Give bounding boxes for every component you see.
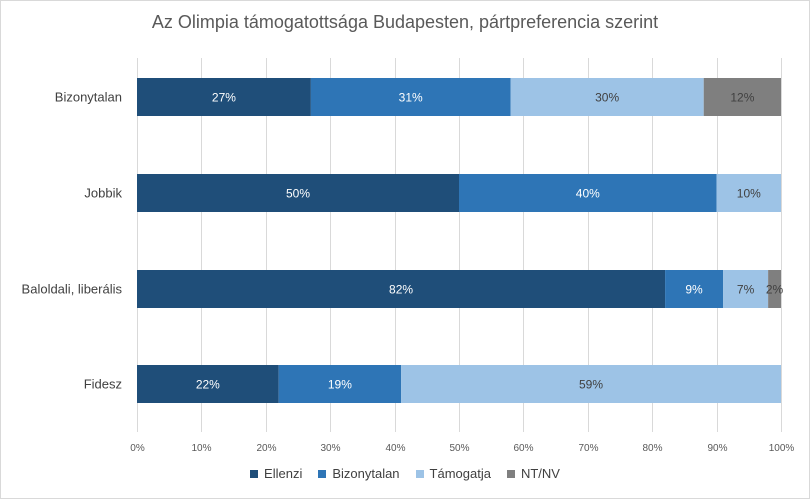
data-label: 10% — [737, 187, 761, 201]
legend-item: NT/NV — [506, 466, 560, 481]
category-label: Fidesz — [84, 377, 122, 392]
bar-segment — [459, 174, 717, 212]
bar-segment — [723, 270, 769, 308]
x-tick-label: 90% — [707, 443, 727, 454]
x-tick-label: 60% — [513, 443, 533, 454]
data-label: 19% — [328, 378, 352, 392]
category-label: Baloldali, liberális — [22, 282, 123, 297]
data-label: 22% — [196, 378, 220, 392]
x-tick-label: 10% — [191, 443, 211, 454]
bar-segment — [278, 365, 402, 403]
data-label: 31% — [399, 91, 423, 105]
data-label: 7% — [737, 283, 755, 297]
bar-segment — [768, 270, 781, 308]
x-tick-label: 40% — [385, 443, 405, 454]
legend: Ellenzi Bizonytalan Támogatja NT/NV — [0, 466, 810, 481]
data-label: 40% — [576, 187, 600, 201]
chart-title: Az Olimpia támogatottsága Budapesten, pá… — [151, 12, 659, 32]
x-tick-label: 20% — [256, 443, 276, 454]
data-label: 9% — [685, 283, 703, 297]
x-tick-label: 100% — [769, 443, 795, 454]
bar-segment — [137, 270, 666, 308]
x-tick-label: 0% — [130, 443, 145, 454]
legend-swatch — [506, 469, 515, 478]
x-tick-label: 70% — [578, 443, 598, 454]
data-label: 82% — [389, 283, 413, 297]
bar-segment — [137, 78, 311, 116]
x-tick-label: 30% — [320, 443, 340, 454]
bar-segment — [401, 365, 781, 403]
legend-swatch — [318, 469, 327, 478]
data-label: 59% — [579, 378, 603, 392]
bar-segment — [510, 78, 704, 116]
bar-segment — [137, 174, 459, 212]
legend-item: Támogatja — [415, 466, 491, 481]
data-label: 12% — [730, 91, 754, 105]
legend-swatch — [415, 469, 424, 478]
bar-segment — [716, 174, 781, 212]
legend-label: Bizonytalan — [332, 466, 400, 481]
legend-item: Ellenzi — [250, 466, 302, 481]
bar-segment — [137, 365, 279, 403]
x-tick-label: 50% — [449, 443, 469, 454]
plot-area: 0% 10% 20% 30% 40% 50% 60% 70% 80% 90% 100% Bizonyt… — [22, 58, 795, 454]
legend-label: NT/NV — [520, 466, 560, 481]
category-label: Bizonytalan — [55, 90, 122, 105]
legend-swatch — [250, 469, 259, 478]
data-label: 2% — [766, 283, 784, 297]
bar-segment — [703, 78, 781, 116]
data-label: 30% — [595, 91, 619, 105]
data-label: 50% — [286, 187, 310, 201]
legend-item: Bizonytalan — [318, 466, 400, 481]
category-label: Jobbik — [84, 186, 122, 201]
legend-label: Támogatja — [429, 466, 491, 481]
legend-label: Ellenzi — [264, 466, 303, 481]
bar-segment — [665, 270, 724, 308]
x-tick-label: 80% — [642, 443, 662, 454]
bar-segment — [310, 78, 511, 116]
data-label: 27% — [212, 91, 236, 105]
